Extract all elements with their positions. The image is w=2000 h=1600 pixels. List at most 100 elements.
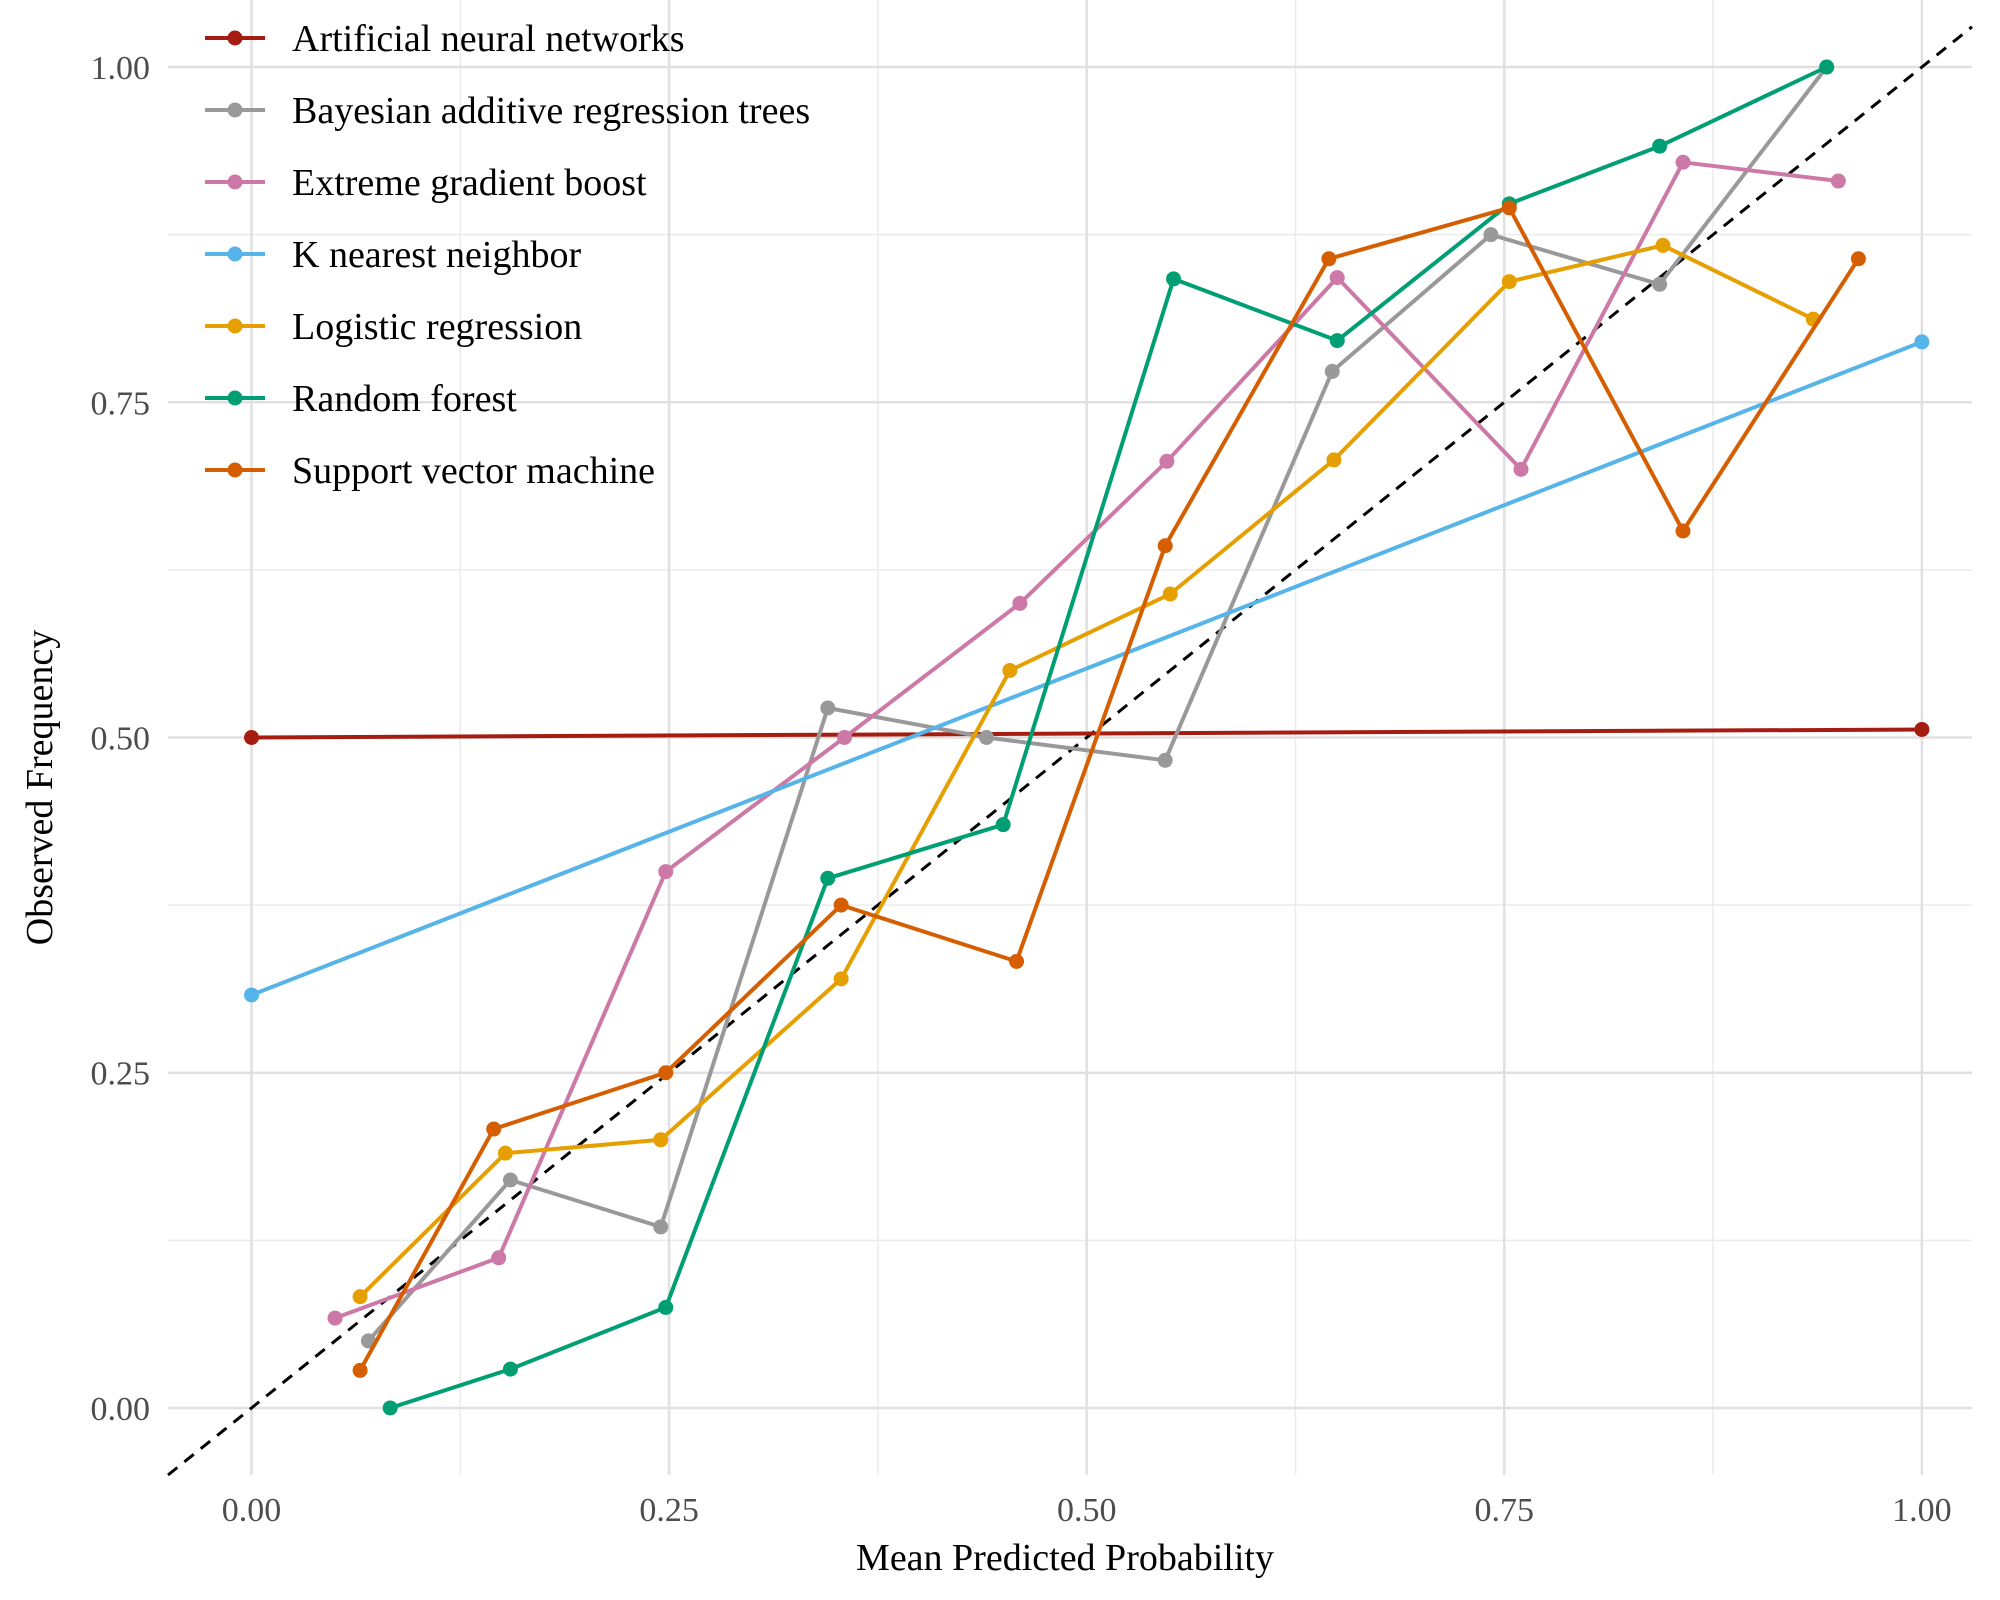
data-point [1009,953,1025,969]
data-point [1002,662,1018,678]
data-point [1326,452,1342,468]
legend-item: Bayesian additive regression trees [205,90,810,132]
legend-label: Logistic regression [292,306,582,348]
data-point [1321,251,1337,267]
data-point [658,1065,674,1081]
series-group [382,59,1835,1416]
data-point [1819,59,1835,75]
data-point [833,971,849,987]
y-tick-label: 0.00 [91,1391,151,1428]
legend: Artificial neural networks Bayesian addit… [205,18,810,492]
data-point [820,700,836,716]
data-point [352,1289,368,1305]
series-group [244,334,1930,1003]
data-point [382,1400,398,1416]
series-line [389,65,1828,1410]
x-tick-label: 1.00 [1892,1492,1952,1529]
data-point [486,1121,502,1137]
series-line [366,65,1829,1343]
data-point [1329,270,1345,286]
data-point [658,1299,674,1315]
legend-marker [227,462,243,478]
series-group [352,237,1821,1305]
legend-marker [227,174,243,190]
data-point [1166,271,1182,287]
series-line [251,727,1922,740]
data-point [1159,453,1175,469]
data-point [978,730,994,745]
data-point [658,864,674,880]
legend-label: Support vector machine [292,450,655,492]
series-layer [244,59,1930,1416]
data-point [502,1172,518,1188]
data-point [1501,200,1517,216]
data-point [1914,334,1930,350]
reference-diagonal [167,25,1973,1477]
data-point [1652,138,1668,154]
series-group [352,200,1866,1378]
data-point [244,730,260,745]
x-tick-label: 0.75 [1475,1492,1535,1529]
y-tick-label: 0.75 [91,385,151,422]
legend-item: Logistic regression [205,306,582,348]
data-point [491,1250,507,1266]
series-group [244,721,1930,745]
data-point [1513,461,1529,477]
series-group [360,59,1835,1349]
data-point [244,987,260,1003]
data-point [1483,227,1499,243]
series-line [250,340,1923,997]
data-point [1675,154,1691,170]
data-point [837,730,852,745]
y-tick-label: 1.00 [91,50,151,87]
data-point [1830,173,1846,189]
data-point [653,1219,669,1235]
legend-label: Bayesian additive regression trees [292,90,810,132]
data-point [327,1310,343,1326]
y-tick-label: 0.50 [91,721,151,758]
axis-labels: 0.00 0.25 0.50 0.75 1.00 0.00 0.25 0.50 0.75 1.00… [19,50,1952,1579]
series-line [358,205,1861,1372]
data-point [820,870,836,886]
perfect-calibration-line [167,25,1973,1477]
legend-item: Extreme gradient boost [205,162,647,204]
legend-label: Extreme gradient boost [292,162,647,204]
data-point [1012,595,1028,611]
data-point [995,817,1011,833]
legend-label: Artificial neural networks [292,18,685,60]
legend-marker [227,318,243,334]
data-point [1675,523,1691,539]
legend-label: K nearest neighbor [292,234,581,276]
data-point [1157,538,1173,554]
legend-item: Support vector machine [205,450,655,492]
y-axis-title: Observed Frequency [19,630,61,946]
legend-item: K nearest neighbor [205,234,581,276]
legend-item: Artificial neural networks [205,18,685,60]
data-point [1501,274,1517,290]
x-tick-label: 0.25 [639,1492,699,1529]
data-point [1652,276,1668,292]
y-tick-label: 0.25 [91,1056,151,1093]
data-point [502,1361,518,1377]
data-point [497,1145,513,1161]
data-point [352,1362,368,1378]
data-point [653,1132,669,1148]
data-point [1324,363,1340,379]
data-point [1157,752,1173,768]
data-point [1850,251,1866,267]
x-axis-title: Mean Predicted Probability [856,1537,1274,1579]
legend-item: Random forest [205,378,517,420]
legend-marker [227,246,243,262]
data-point [1162,586,1178,602]
series-line [358,243,1815,1299]
data-point [833,897,849,913]
x-tick-label: 0.50 [1057,1492,1117,1529]
legend-marker [227,30,243,46]
data-point [1329,333,1345,349]
x-tick-label: 0.00 [222,1492,282,1529]
data-point [1655,237,1671,253]
data-point [1914,721,1930,737]
legend-marker [227,390,243,406]
